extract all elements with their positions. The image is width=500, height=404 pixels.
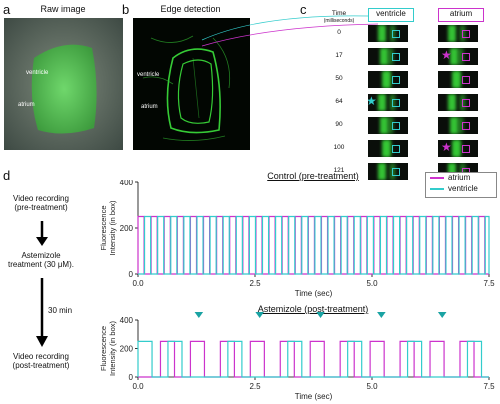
y-tick-label: 0 bbox=[129, 373, 134, 382]
time-label: 0 bbox=[337, 29, 341, 36]
x-axis-label: Time (sec) bbox=[295, 289, 333, 298]
time-label: 100 bbox=[333, 144, 345, 151]
arrowhead-icon bbox=[194, 312, 204, 318]
y-axis-label: Fluorescence bbox=[99, 205, 108, 250]
ventricle-header: ventricle bbox=[368, 8, 414, 22]
ventricle-strip bbox=[368, 71, 408, 88]
time-unit: (milliseconds) bbox=[323, 18, 355, 24]
edge-image: ventricle atrium bbox=[133, 18, 250, 150]
atrium-strip bbox=[438, 71, 478, 88]
roi-box bbox=[392, 145, 400, 153]
y-tick-label: 200 bbox=[120, 224, 134, 233]
flow-interval: 30 min bbox=[48, 306, 73, 315]
ventricle-series-line bbox=[137, 340, 489, 378]
x-tick-label: 7.5 bbox=[483, 382, 495, 391]
time-header: Time bbox=[331, 10, 347, 17]
time-label: 64 bbox=[335, 98, 343, 105]
ventricle-strip bbox=[368, 25, 408, 42]
time-label: 121 bbox=[333, 167, 345, 174]
raw-ventricle-label: ventricle bbox=[26, 70, 49, 76]
roi-box bbox=[392, 122, 400, 130]
y-axis-label: Intensity (in box) bbox=[108, 320, 117, 376]
y-tick-label: 200 bbox=[120, 345, 134, 354]
arrowhead-icon bbox=[437, 312, 447, 318]
atrium-strip bbox=[438, 94, 478, 111]
arrowhead-icon bbox=[377, 312, 386, 318]
y-axis-label: Fluorescence bbox=[99, 326, 108, 371]
edge-image-graphic bbox=[142, 35, 231, 141]
astemizole-chart: 0 200 400 0.0 2.5 5.0 7.5 Time (sec) Fluorescenc… bbox=[99, 312, 495, 401]
ventricle-strip: ★ bbox=[368, 94, 408, 111]
atrium-strip: ★ bbox=[438, 140, 478, 157]
roi-box bbox=[392, 53, 400, 61]
control-chart-title: Control (pre-treatment) bbox=[267, 171, 359, 181]
roi-box bbox=[462, 145, 470, 153]
roi-box bbox=[462, 122, 470, 130]
chart-legend: atrium ventricle bbox=[425, 172, 497, 198]
atrium-strip bbox=[438, 117, 478, 134]
star-icon: ★ bbox=[441, 140, 452, 154]
roi-box bbox=[462, 30, 470, 38]
astemizole-chart-title: Astemizole (post-treatment) bbox=[257, 304, 369, 314]
x-tick-label: 2.5 bbox=[249, 382, 261, 391]
atrium-strip: ★ bbox=[438, 48, 478, 65]
roi-box bbox=[392, 168, 400, 176]
edge-ventricle-label: ventricle bbox=[137, 72, 160, 78]
time-label: 90 bbox=[335, 121, 343, 128]
connector-lines bbox=[201, 15, 379, 47]
legend-ventricle-label: ventricle bbox=[448, 184, 478, 193]
time-label: 17 bbox=[335, 52, 343, 59]
raw-image-graphic bbox=[4, 18, 123, 150]
x-tick-label: 5.0 bbox=[366, 382, 378, 391]
roi-box bbox=[462, 99, 470, 107]
raw-image: ventricle atrium bbox=[4, 18, 123, 150]
ventricle-strip bbox=[368, 117, 408, 134]
roi-box bbox=[462, 53, 470, 61]
y-tick-label: 400 bbox=[120, 180, 134, 187]
flow-step-treatment: Astemizole treatment (30 μM). bbox=[8, 251, 74, 269]
time-label: 50 bbox=[335, 75, 343, 82]
ventricle-series-line bbox=[138, 215, 490, 275]
control-chart: 0 200 400 0.0 2.5 5.0 7.5 Time (sec) Fluorescenc… bbox=[99, 180, 495, 298]
panel-letter-c: c bbox=[300, 2, 307, 17]
ventricle-strip bbox=[368, 48, 408, 65]
x-tick-label: 0.0 bbox=[132, 382, 144, 391]
panel-b-title: Edge detection bbox=[160, 4, 221, 14]
panel-a-title: Raw image bbox=[40, 4, 86, 14]
roi-box bbox=[392, 76, 400, 84]
flow-step-pre: Video recording (pre-treatment) bbox=[13, 194, 69, 212]
edge-atrium-label: atrium bbox=[141, 104, 158, 110]
atrium-strip bbox=[438, 25, 478, 42]
flow-arrow-2 bbox=[36, 278, 48, 347]
x-tick-label: 2.5 bbox=[249, 279, 261, 288]
y-tick-label: 400 bbox=[120, 316, 134, 325]
x-tick-label: 5.0 bbox=[366, 279, 378, 288]
star-icon: ★ bbox=[441, 48, 452, 62]
arrowhead-icon bbox=[316, 312, 325, 318]
y-axis-label: Intensity (in box) bbox=[108, 200, 117, 256]
roi-box bbox=[392, 99, 400, 107]
y-tick-label: 0 bbox=[129, 270, 134, 279]
legend-ventricle-swatch bbox=[430, 188, 444, 190]
x-axis-label: Time (sec) bbox=[295, 392, 333, 401]
roi-box bbox=[462, 76, 470, 84]
atrium-series-line bbox=[137, 215, 489, 275]
atrium-series-line bbox=[138, 340, 489, 378]
arrowhead-icon bbox=[255, 312, 264, 318]
raw-atrium-label: atrium bbox=[18, 102, 35, 108]
x-tick-label: 0.0 bbox=[132, 279, 144, 288]
legend-atrium-label: atrium bbox=[448, 173, 471, 182]
flow-step-post: Video recording (post-treatment) bbox=[12, 352, 70, 370]
star-icon: ★ bbox=[368, 94, 377, 108]
atrium-header: atrium bbox=[438, 8, 484, 22]
x-tick-label: 7.5 bbox=[483, 279, 495, 288]
ventricle-strip bbox=[368, 140, 408, 157]
ventricle-strip bbox=[368, 163, 408, 180]
panel-letter-b: b bbox=[122, 2, 130, 17]
legend-atrium-swatch bbox=[430, 177, 444, 179]
panel-letter-d: d bbox=[3, 168, 11, 183]
roi-box bbox=[392, 30, 400, 38]
flow-arrow-1 bbox=[36, 221, 48, 246]
panel-letter-a: a bbox=[3, 2, 11, 17]
